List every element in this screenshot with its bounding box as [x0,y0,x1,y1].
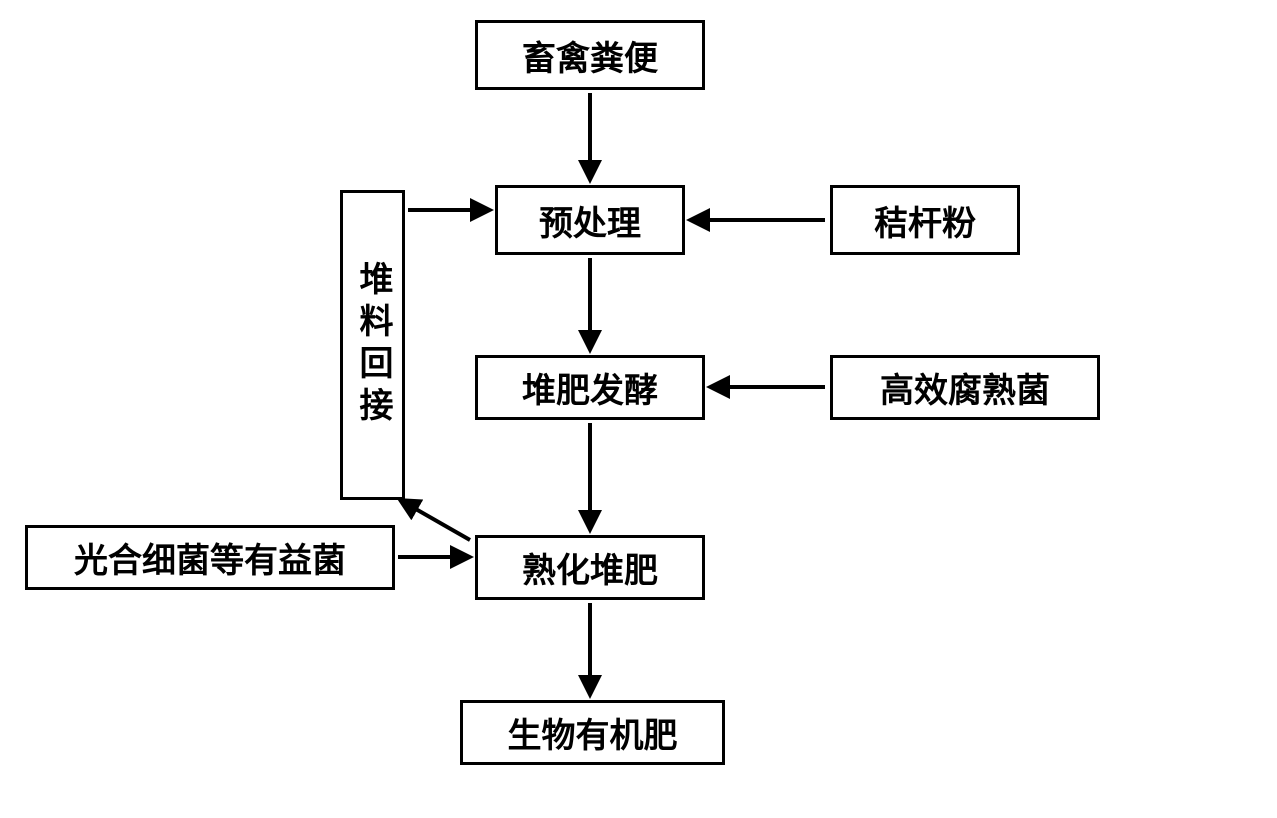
node-pretreatment: 预处理 [495,185,685,255]
node-decomposition-bacteria: 高效腐熟菌 [830,355,1100,420]
node-label: 高效腐熟菌 [880,363,1050,412]
node-label: 光合细菌等有益菌 [74,533,346,582]
node-bio-organic-fertilizer: 生物有机肥 [460,700,725,765]
node-label: 熟化堆肥 [522,543,658,592]
node-mature-compost: 熟化堆肥 [475,535,705,600]
node-label: 预处理 [539,196,641,245]
node-label: 堆料回接 [348,261,397,429]
node-compost-fermentation: 堆肥发酵 [475,355,705,420]
node-photosynthetic-bacteria: 光合细菌等有益菌 [25,525,395,590]
node-material-recycle: 堆料回接 [340,190,405,500]
node-label: 畜禽粪便 [522,31,658,80]
node-straw-powder: 秸杆粉 [830,185,1020,255]
node-livestock-manure: 畜禽粪便 [475,20,705,90]
node-label: 秸杆粉 [874,196,976,245]
node-label: 生物有机肥 [508,708,678,757]
node-label: 堆肥发酵 [522,363,658,412]
